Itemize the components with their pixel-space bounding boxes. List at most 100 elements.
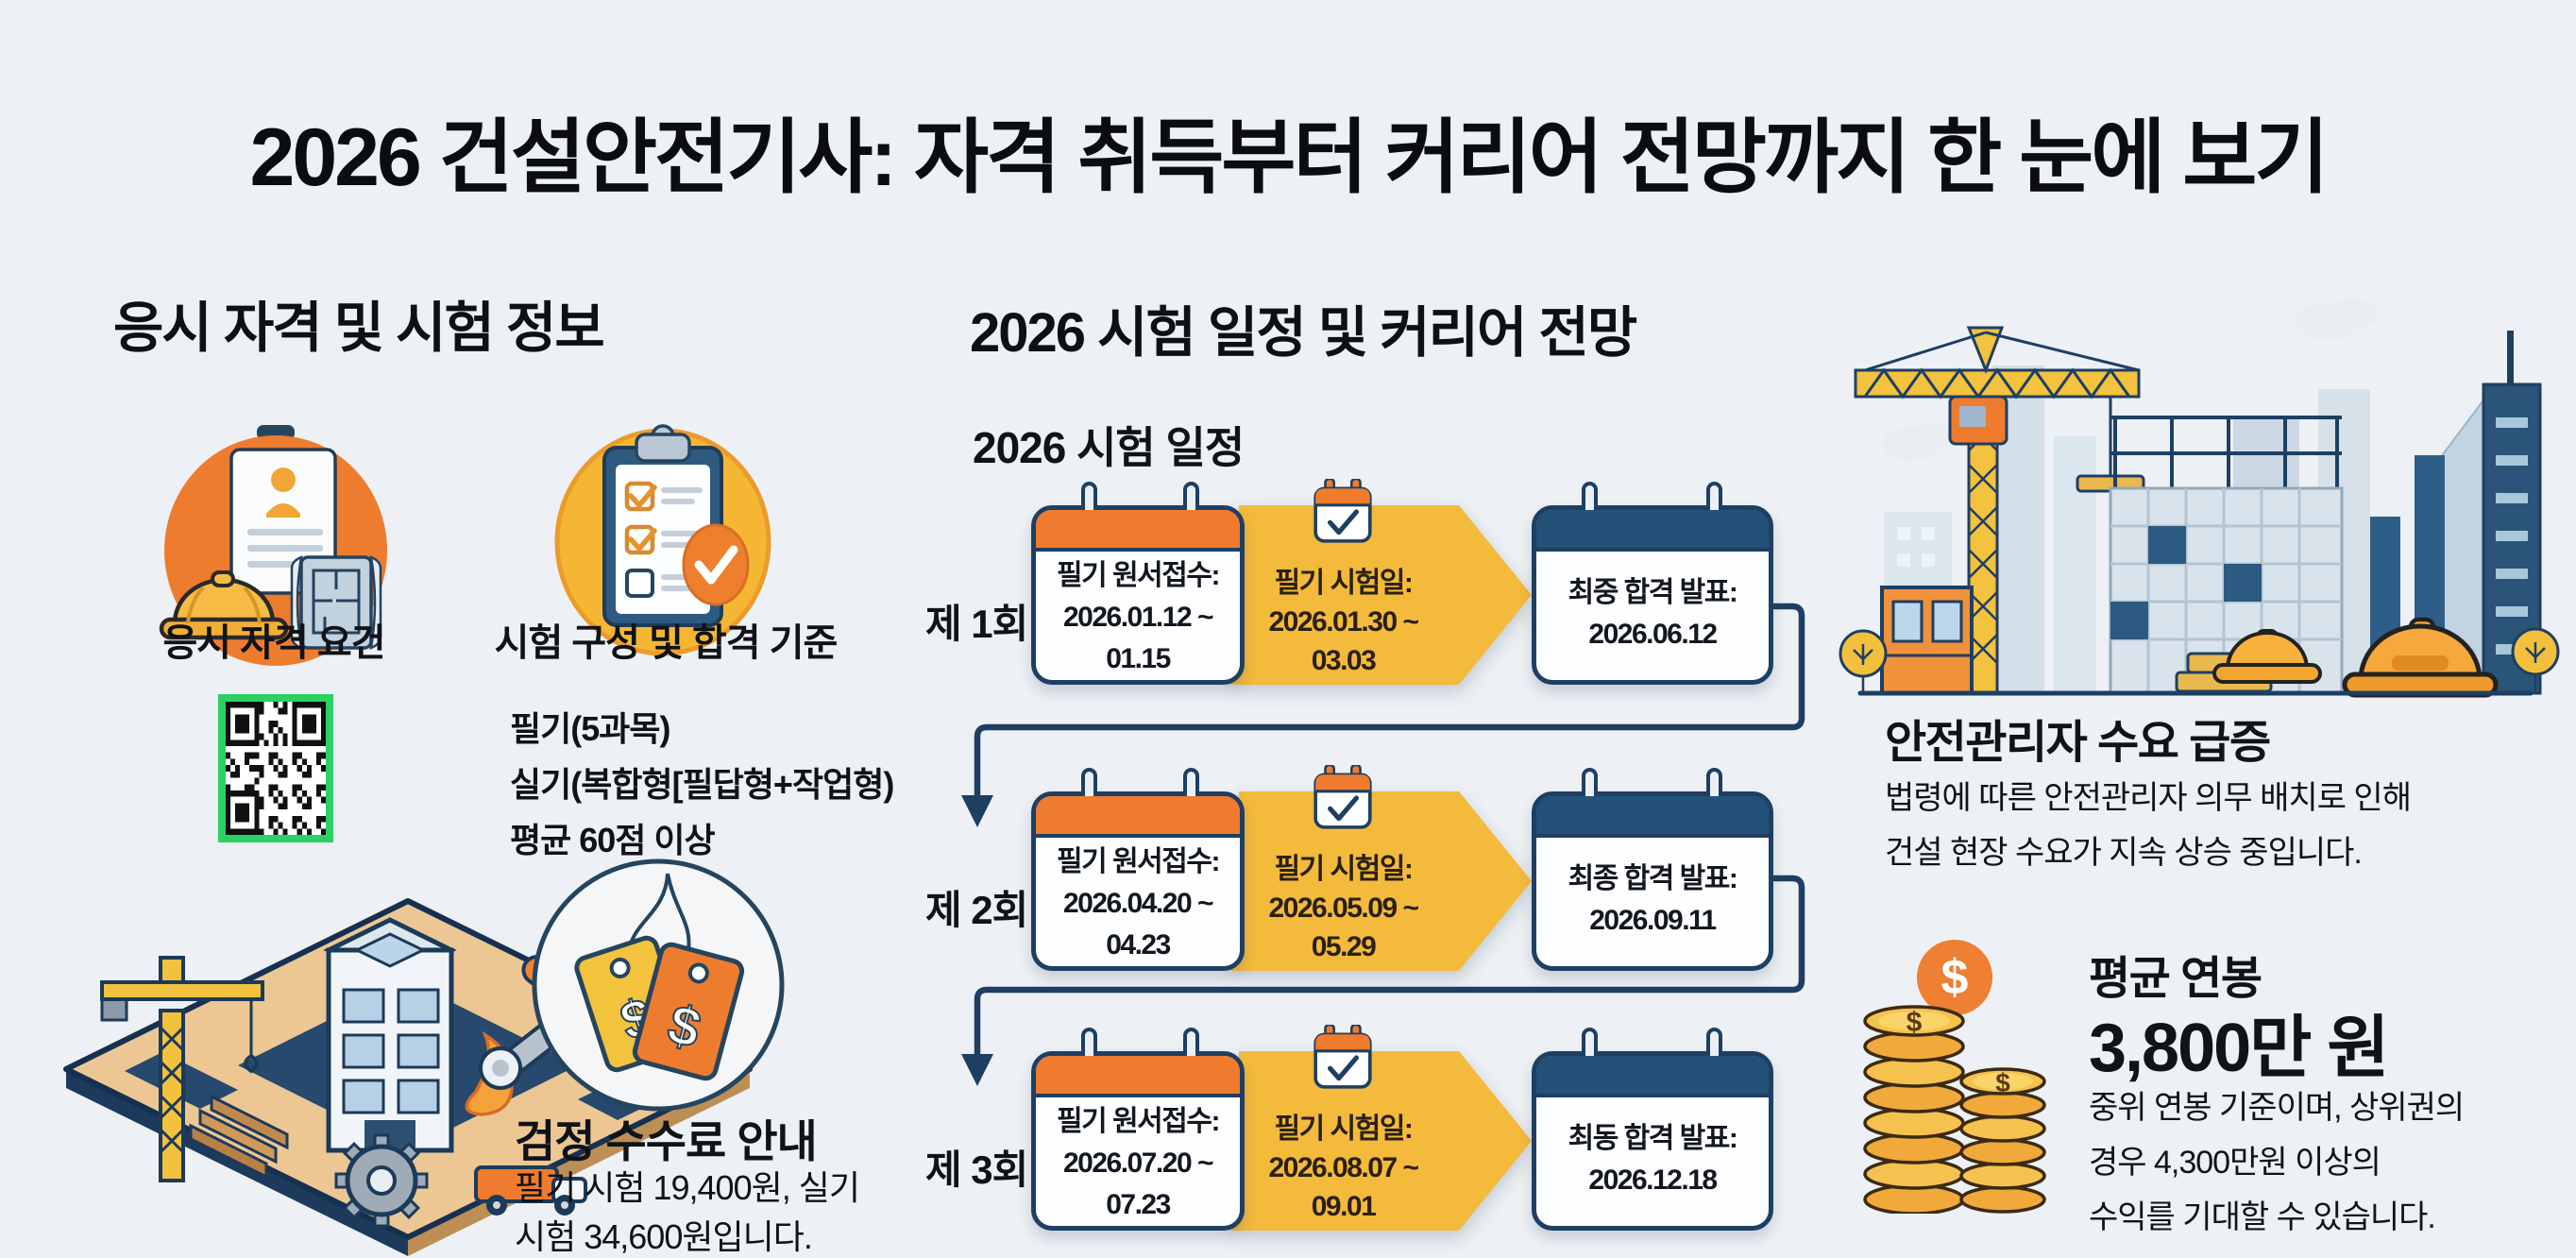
id-card-helmet-icon xyxy=(159,425,387,666)
exam-step-chevron xyxy=(1231,1051,1532,1231)
svg-text:$: $ xyxy=(1995,1068,2010,1097)
application-card: 필기 원서접수: 2026.01.12 ~ 01.15 xyxy=(1031,482,1245,685)
application-text: 필기 원서접수: 2026.01.12 ~ 01.15 xyxy=(1026,555,1249,680)
calendar-header xyxy=(1536,796,1769,838)
page-title: 2026 건설안전기사: 자격 취득부터 커리어 전망까지 한 눈에 보기 xyxy=(249,112,2330,203)
truck-icon xyxy=(474,1165,587,1216)
fees-body: 필기 시험 19,400원, 실기 시험 34,600원입니다. xyxy=(515,1164,860,1258)
qr-code-pattern xyxy=(226,702,326,835)
qr-code xyxy=(218,694,333,842)
application-card: 필기 원서접수: 2026.07.20 ~ 07.23 xyxy=(1031,1028,1245,1231)
exam-step-chevron xyxy=(1231,505,1532,685)
salary-line: 경우 4,300만원 이상의 xyxy=(2089,1145,2381,1181)
calendar-check-icon xyxy=(1313,765,1372,829)
result-line: 최중 합격 발표: xyxy=(1568,577,1738,608)
result-line: 2026.09.11 xyxy=(1589,905,1717,936)
exam-step-line: 필기 시험일: xyxy=(1274,568,1414,599)
clipboard-checklist-icon xyxy=(554,424,771,656)
application-text: 필기 원서접수: 2026.04.20 ~ 04.23 xyxy=(1026,842,1249,966)
exam-structure-line: 실기(복합형[필답형+작업형) xyxy=(510,765,894,804)
exam-structure-label: 시험 구성 및 합격 기준 xyxy=(494,622,839,664)
demand-line: 법령에 따른 안전관리자 의무 배치로 인해 xyxy=(1885,780,2412,816)
application-line: 2026.07.20 ~ xyxy=(1062,1148,1214,1179)
application-line: 2026.04.20 ~ xyxy=(1062,888,1214,919)
calendar-check-icon xyxy=(1313,479,1372,543)
result-text: 최중 합격 발표: 2026.06.12 xyxy=(1527,572,1778,655)
demand-heading: 안전관리자 수요 급증 xyxy=(1885,718,2271,768)
tree-icon xyxy=(2511,627,2560,693)
fees-heading: 검정 수수료 안내 xyxy=(515,1116,818,1166)
hard-hat-icon xyxy=(2212,629,2322,684)
cloud-icon xyxy=(1882,298,2377,461)
gear-icon xyxy=(334,1133,429,1228)
round-2-label: 제 2회 xyxy=(925,888,1028,932)
calendar-header xyxy=(1036,796,1240,838)
schedule-subheader: 2026 시험 일정 xyxy=(973,423,1245,472)
round-3-label: 제 3회 xyxy=(925,1148,1028,1192)
result-line: 2026.06.12 xyxy=(1588,619,1718,650)
schedule-row-2: 제 2회 필기 시험일: 2026.05.09 ~ 05.29 필기 원서접수:… xyxy=(925,765,1822,971)
exam-step-line: 필기 시험일: xyxy=(1274,854,1414,885)
exam-step-line: 필기 시험일: xyxy=(1274,1114,1414,1145)
tree-icon xyxy=(1839,629,1888,693)
exam-step-text: 필기 시험일: 2026.05.09 ~ 05.29 xyxy=(1237,850,1449,966)
exam-step-chevron xyxy=(1231,791,1532,971)
exam-structure-line: 평균 60점 이상 xyxy=(510,821,716,859)
result-card: 최종 합격 발표: 2026.09.11 xyxy=(1532,768,1773,971)
middle-section-header: 2026 시험 일정 및 커리어 전망 xyxy=(970,302,1637,364)
calendar-check-icon xyxy=(1313,1025,1372,1089)
salary-line: 중위 연봉 기준이며, 상위권의 xyxy=(2089,1090,2465,1126)
salary-body: 중위 연봉 기준이며, 상위권의 경우 4,300만원 이상의 수익를 기대할 … xyxy=(2089,1080,2465,1245)
price-tags-icon: $ $ xyxy=(532,858,785,1112)
result-line: 최종 합격 발표: xyxy=(1568,863,1738,894)
result-text: 최동 합격 발표: 2026.12.18 xyxy=(1527,1118,1778,1201)
schedule-row-3: 제 3회 필기 시험일: 2026.08.07 ~ 09.01 필기 원서접수:… xyxy=(925,1025,1822,1231)
exam-structure-line: 필기(5과목) xyxy=(510,709,670,748)
site-cabin-icon xyxy=(1880,586,1974,695)
demand-body: 법령에 따른 안전관리자 의무 배치로 인해 건설 현장 수요가 지속 상승 중… xyxy=(1885,771,2412,880)
exam-step-line: 2026.05.09 ~ xyxy=(1268,892,1419,924)
application-line: 필기 원서접수: xyxy=(1057,1106,1220,1137)
fees-line: 필기 시험 19,400원, 실기 xyxy=(515,1168,860,1207)
exam-step-text: 필기 시험일: 2026.08.07 ~ 09.01 xyxy=(1237,1110,1449,1226)
exam-step-line: 05.29 xyxy=(1311,931,1377,962)
coin-stacks-icon: $ $ $ xyxy=(1863,940,2046,1214)
exam-step-line: 2026.08.07 ~ xyxy=(1268,1152,1419,1183)
hard-hat-icon xyxy=(2342,617,2499,698)
eligibility-label: 응시 자격 요건 xyxy=(162,622,385,664)
exam-structure-details: 필기(5과목) 실기(복합형[필답형+작업형) 평균 60점 이상 xyxy=(510,701,894,868)
application-line: 04.23 xyxy=(1106,929,1171,960)
calendar-header xyxy=(1036,1056,1240,1097)
exam-step-line: 2026.01.30 ~ xyxy=(1268,606,1419,638)
salary-line: 수익를 기대할 수 있습니다. xyxy=(2089,1199,2436,1235)
svg-text:$: $ xyxy=(1907,1007,1923,1038)
application-card: 필기 원서접수: 2026.04.20 ~ 04.23 xyxy=(1031,768,1245,971)
calendar-header xyxy=(1536,1056,1769,1097)
svg-text:$: $ xyxy=(1941,950,1969,1005)
result-text: 최종 합격 발표: 2026.09.11 xyxy=(1527,858,1778,942)
salary-label: 평균 연봉 xyxy=(2089,954,2262,1004)
fees-line: 시험 34,600원입니다. xyxy=(515,1217,813,1256)
result-line: 2026.12.18 xyxy=(1588,1164,1718,1196)
application-line: 2026.01.12 ~ xyxy=(1062,602,1214,633)
application-line: 필기 원서접수: xyxy=(1057,846,1220,877)
calendar-header xyxy=(1536,510,1769,552)
demand-line: 건설 현장 수요가 지속 상승 중입니다. xyxy=(1885,835,2363,871)
result-line: 최동 합격 발표: xyxy=(1568,1123,1738,1154)
application-line: 07.23 xyxy=(1106,1189,1171,1220)
result-card: 최동 합격 발표: 2026.12.18 xyxy=(1532,1028,1773,1231)
left-section-header: 응시 자격 및 시험 정보 xyxy=(113,298,605,359)
application-line: 필기 원서접수: xyxy=(1057,560,1220,591)
exam-step-line: 09.01 xyxy=(1311,1191,1377,1222)
salary-amount: 3,800만 원 xyxy=(2089,1011,2390,1086)
round-1-label: 제 1회 xyxy=(925,602,1028,646)
exam-step-line: 03.03 xyxy=(1311,645,1377,676)
application-text: 필기 원서접수: 2026.07.20 ~ 07.23 xyxy=(1026,1101,1249,1226)
building-under-construction xyxy=(2109,416,2344,695)
result-card: 최중 합격 발표: 2026.06.12 xyxy=(1532,482,1773,685)
application-line: 01.15 xyxy=(1106,643,1171,674)
construction-city-illustration xyxy=(1839,298,2560,698)
schedule-row-1: 제 1회 필기 시험일: 2026.01.30 ~ 03.03 필기 원서접수:… xyxy=(925,479,1822,685)
calendar-header xyxy=(1036,510,1240,552)
